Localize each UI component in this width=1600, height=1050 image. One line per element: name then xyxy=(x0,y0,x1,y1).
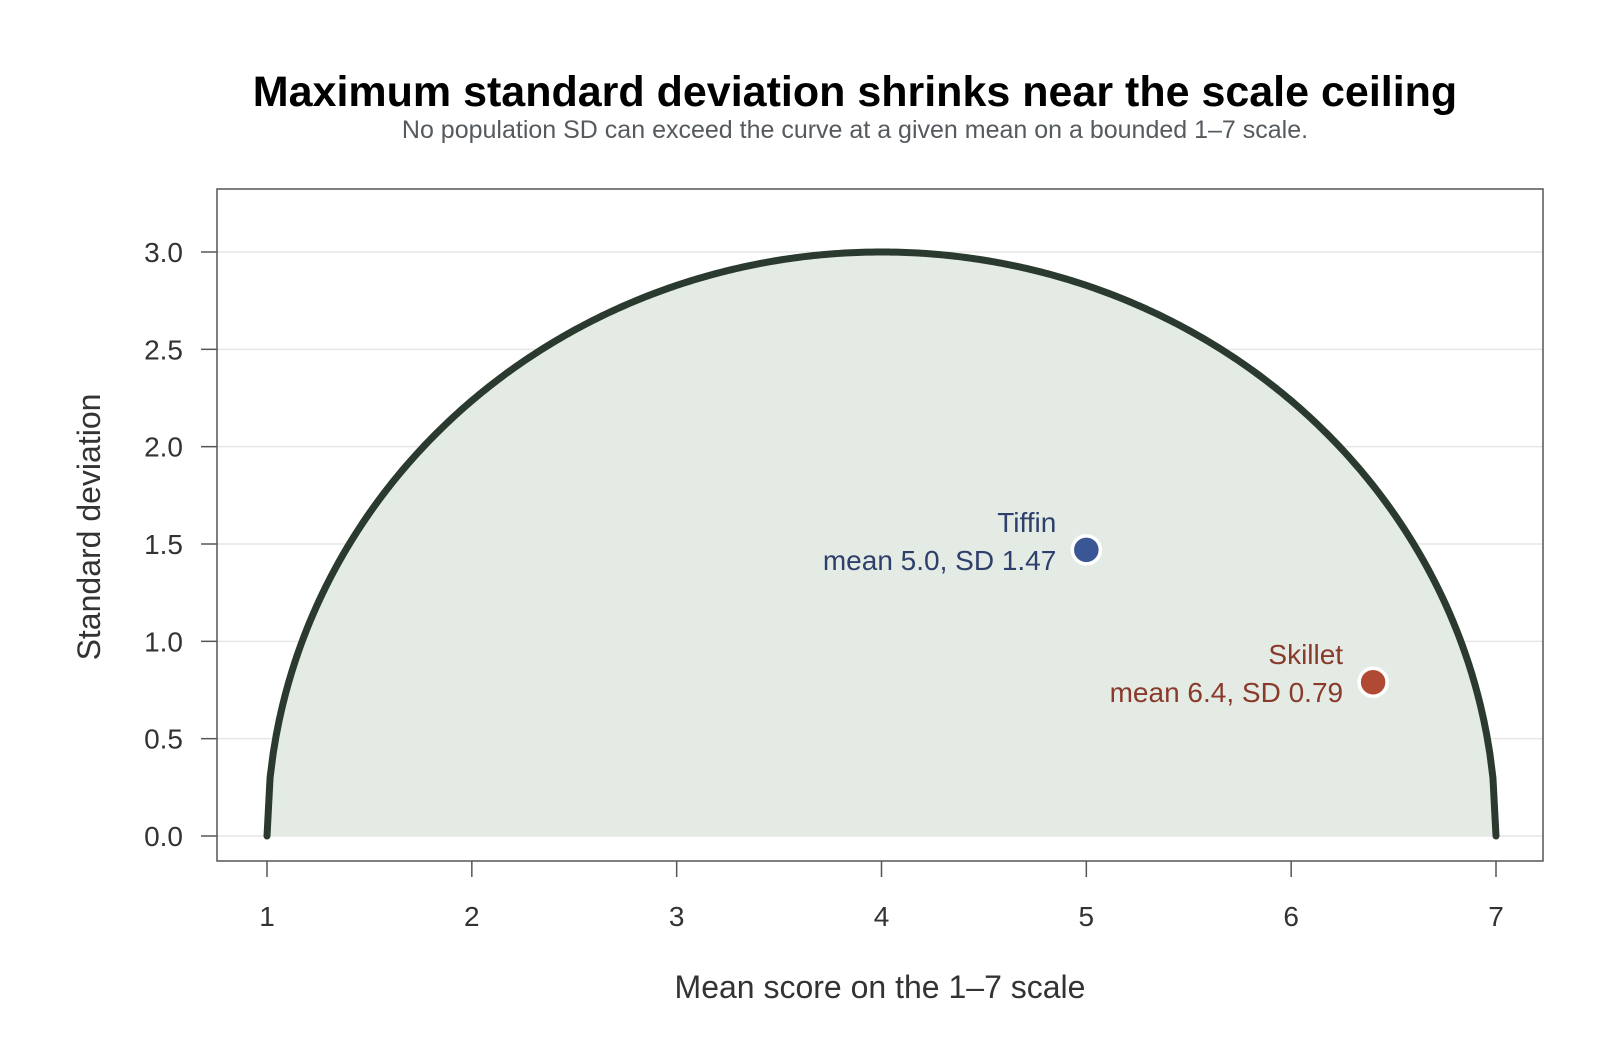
plot-frame xyxy=(216,188,1544,862)
point-value-label: mean 6.4, SD 0.79 xyxy=(1110,677,1343,708)
x-tick-label: 4 xyxy=(874,901,890,932)
y-tick-label: 0.5 xyxy=(144,724,183,755)
point-name-label: Skillet xyxy=(1268,639,1343,670)
y-tick-label: 2.5 xyxy=(144,334,183,365)
data-points: Tiffin mean 5.0, SD 1.47 Skillet mean 6.4, … xyxy=(823,507,1389,708)
x-tick-label: 1 xyxy=(259,901,275,932)
y-tick-label: 2.0 xyxy=(144,432,183,463)
chart-title: Maximum standard deviation shrinks near … xyxy=(252,68,1458,116)
x-tick-label: 3 xyxy=(669,901,685,932)
x-tick-label: 6 xyxy=(1283,901,1299,932)
point-value-label: mean 5.0, SD 1.47 xyxy=(823,545,1056,576)
x-tick-label: 2 xyxy=(464,901,480,932)
point-skillet xyxy=(1357,666,1389,698)
point-name-label: Tiffin xyxy=(997,507,1056,538)
x-tick-label: 7 xyxy=(1488,901,1504,932)
max-sd-curve xyxy=(263,248,1500,840)
y-axis-title: Standard deviation xyxy=(71,394,107,661)
y-tick-label: 0.0 xyxy=(144,821,183,852)
x-axis-title: Mean score on the 1–7 scale xyxy=(675,969,1086,1005)
y-tick-label: 3.0 xyxy=(144,237,183,268)
point-tiffin xyxy=(1070,534,1103,566)
axis-ticks: 1 2 3 4 5 6 7 0.0 0.5 1.0 1.5 2.0 2.5 3.0 xyxy=(144,237,1504,932)
x-tick-label: 5 xyxy=(1079,901,1095,932)
feasible-region-fill xyxy=(267,252,1496,836)
chart-subtitle: No population SD can exceed the curve at… xyxy=(401,116,1309,144)
y-tick-label: 1.0 xyxy=(144,626,183,657)
y-tick-label: 1.5 xyxy=(144,529,183,560)
